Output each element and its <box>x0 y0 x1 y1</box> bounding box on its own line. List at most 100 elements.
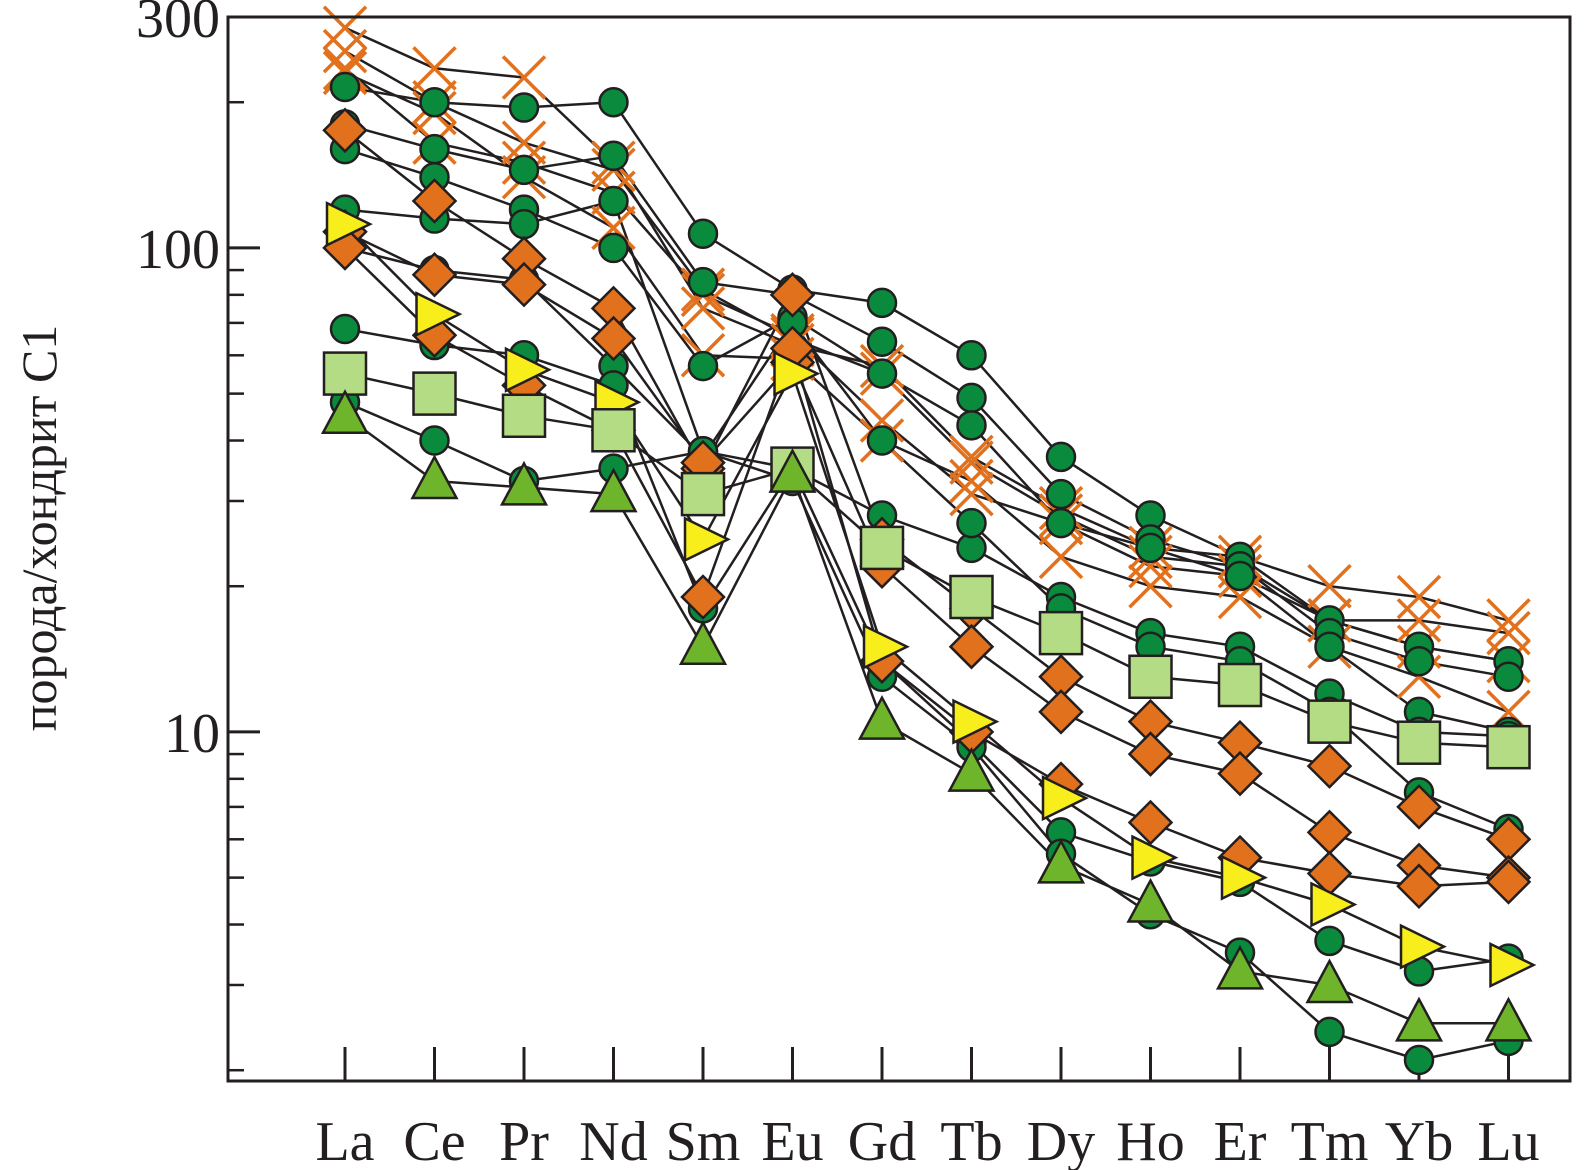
marker-circle <box>687 218 719 249</box>
marker-triangle-up <box>947 746 996 792</box>
x-tick-label: Yb <box>1385 1111 1453 1170</box>
marker-square <box>591 408 636 453</box>
marker-triangle-right <box>1489 941 1537 988</box>
marker-diamond <box>1306 809 1353 856</box>
marker-triangle-up <box>589 467 638 513</box>
marker-diamond <box>411 178 458 224</box>
series-markers-group <box>322 5 1531 643</box>
marker-circle <box>956 382 987 414</box>
marker-triangle-right <box>773 350 821 397</box>
marker-x-stroke <box>322 28 368 74</box>
marker-diamond <box>1127 799 1174 846</box>
marker-diamond <box>590 315 637 362</box>
marker-triangle-right <box>1131 834 1179 881</box>
x-tick-label: Ce <box>403 1111 465 1170</box>
marker-triangle-up <box>320 389 370 435</box>
marker-x-stroke <box>949 471 994 517</box>
x-tick-label: Tm <box>1291 1111 1369 1170</box>
marker-circle <box>598 185 629 217</box>
marker-circle <box>1314 1016 1345 1048</box>
series-line <box>344 327 1509 973</box>
marker-circle <box>329 71 361 103</box>
marker-triangle-up <box>1036 838 1086 884</box>
y-tick-label: 10 <box>164 703 220 765</box>
marker-diamond <box>1038 689 1084 735</box>
marker-diamond <box>411 252 458 298</box>
series-markers-group <box>322 208 1532 901</box>
marker-circle <box>419 133 450 165</box>
x-tick-label: Eu <box>761 1111 823 1170</box>
marker-triangle-up <box>1305 958 1354 1004</box>
marker-triangle-up <box>1394 996 1444 1042</box>
marker-x-stroke <box>501 120 547 165</box>
marker-circle <box>508 92 540 123</box>
marker-triangle-right <box>862 623 910 670</box>
y-axis-label: порода/хондрит С1 <box>11 325 67 732</box>
marker-square <box>501 393 547 439</box>
marker-diamond <box>1396 784 1442 830</box>
marker-circle <box>419 425 450 456</box>
x-tick-label: Tb <box>940 1111 1002 1170</box>
x-tick-label: Nd <box>579 1111 647 1170</box>
marker-x-stroke <box>1307 563 1352 609</box>
marker-circle <box>1314 925 1345 957</box>
marker-diamond <box>322 107 368 154</box>
x-tick-label: Ho <box>1116 1111 1184 1170</box>
marker-x-stroke <box>949 440 994 485</box>
marker-square <box>1307 699 1352 744</box>
marker-circle <box>508 208 540 240</box>
marker-square <box>859 525 905 571</box>
series-markers-group <box>325 201 1537 988</box>
marker-circle <box>866 326 898 357</box>
series-markers-group <box>322 351 1531 770</box>
marker-x-stroke <box>1396 574 1442 620</box>
marker-triangle-right <box>1220 854 1268 901</box>
marker-square <box>412 371 457 416</box>
marker-circle <box>508 154 540 186</box>
marker-triangle-up <box>678 620 728 665</box>
marker-circle <box>1493 661 1524 693</box>
x-tick-label: Sm <box>666 1111 741 1170</box>
marker-triangle-right <box>504 346 552 393</box>
marker-square <box>680 471 726 517</box>
marker-x-stroke <box>501 55 547 100</box>
marker-circle <box>687 350 719 382</box>
marker-triangle-right <box>1310 881 1358 928</box>
marker-diamond <box>1485 859 1532 905</box>
marker-x-stroke <box>322 5 368 51</box>
marker-circle <box>1045 441 1077 473</box>
marker-circle <box>1403 1044 1435 1076</box>
marker-square <box>1486 724 1531 770</box>
marker-triangle-right <box>683 516 731 563</box>
marker-x-stroke <box>949 458 994 504</box>
marker-x-stroke <box>1217 574 1263 620</box>
marker-triangle-up <box>857 695 907 740</box>
marker-circle <box>1224 560 1256 592</box>
marker-circle <box>687 266 719 298</box>
marker-diamond <box>1485 816 1532 863</box>
marker-circle <box>866 425 898 456</box>
marker-square <box>1217 662 1263 708</box>
marker-circle <box>956 507 987 539</box>
series-markers-group <box>320 389 1533 1042</box>
marker-triangle-right <box>1041 775 1089 822</box>
marker-diamond <box>1306 743 1353 789</box>
series-markers-group <box>329 185 1524 752</box>
marker-x-stroke <box>1486 598 1531 643</box>
marker-x-stroke <box>949 434 994 480</box>
marker-x-stroke <box>412 46 457 91</box>
marker-circle <box>956 410 987 441</box>
marker-triangle-up <box>1126 877 1175 923</box>
marker-x-stroke <box>1038 534 1084 580</box>
marker-diamond <box>1127 731 1174 777</box>
marker-circle <box>598 140 629 172</box>
marker-circle <box>1135 532 1166 564</box>
x-tick-label: Er <box>1214 1111 1267 1170</box>
series-line <box>344 223 1509 967</box>
series-line <box>344 414 1509 1025</box>
marker-square <box>1396 720 1442 765</box>
marker-circle <box>419 86 450 118</box>
series-line <box>344 71 1509 714</box>
marker-diamond <box>769 272 816 318</box>
